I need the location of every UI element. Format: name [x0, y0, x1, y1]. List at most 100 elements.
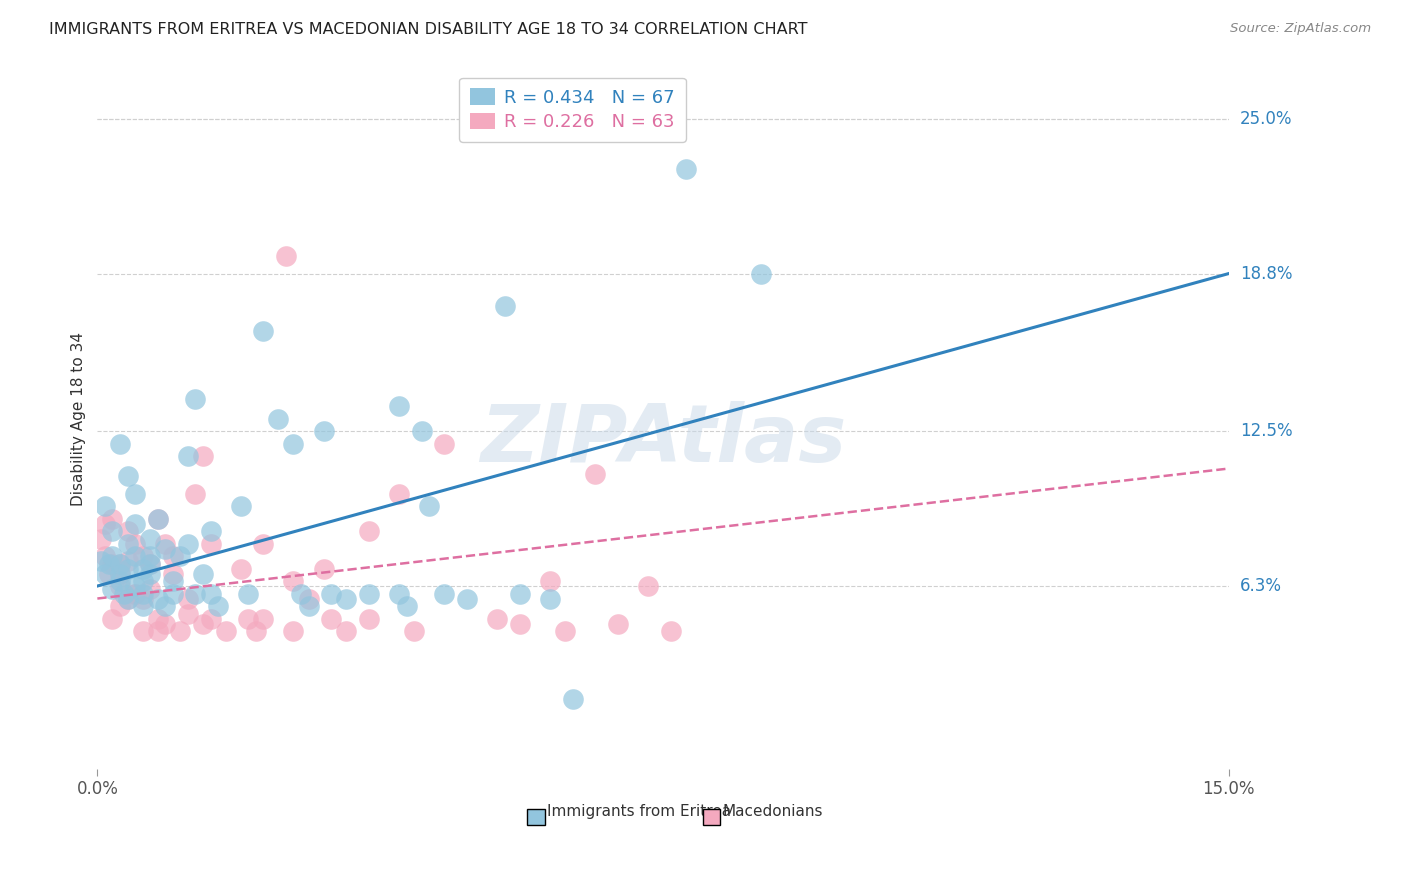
Point — [561, 691, 583, 706]
Point — [321, 586, 343, 600]
Point — [290, 586, 312, 600]
Point — [267, 411, 290, 425]
Point — [433, 436, 456, 450]
Point — [131, 586, 153, 600]
Point — [146, 611, 169, 625]
Point — [139, 549, 162, 563]
Point — [117, 554, 139, 568]
Point — [486, 611, 509, 625]
Point — [101, 549, 124, 563]
Point — [139, 566, 162, 581]
Point — [169, 624, 191, 638]
Point — [184, 586, 207, 600]
Text: Source: ZipAtlas.com: Source: ZipAtlas.com — [1230, 22, 1371, 36]
Text: 18.8%: 18.8% — [1240, 265, 1292, 283]
Point — [155, 616, 177, 631]
Point — [357, 586, 380, 600]
Point — [200, 536, 222, 550]
Text: ZIPAtlas: ZIPAtlas — [479, 401, 846, 478]
Point — [131, 549, 153, 563]
Point — [117, 524, 139, 538]
Point — [131, 624, 153, 638]
Point — [637, 579, 659, 593]
Text: Immigrants from Eritrea: Immigrants from Eritrea — [547, 804, 731, 819]
Point — [177, 591, 200, 606]
Point — [229, 561, 252, 575]
Point — [200, 524, 222, 538]
Point — [606, 616, 628, 631]
Point — [97, 566, 120, 581]
Point — [117, 536, 139, 550]
Point — [155, 541, 177, 556]
Point — [162, 574, 184, 588]
Point — [124, 549, 146, 563]
Point — [108, 566, 131, 581]
Point — [357, 611, 380, 625]
Point — [283, 436, 305, 450]
Point — [312, 561, 335, 575]
Point — [252, 536, 274, 550]
Point — [101, 511, 124, 525]
Point — [252, 611, 274, 625]
Point — [456, 591, 478, 606]
Point — [538, 574, 561, 588]
Point — [124, 586, 146, 600]
Point — [124, 579, 146, 593]
Point — [357, 524, 380, 538]
Point — [94, 499, 117, 513]
Point — [108, 557, 131, 571]
Point — [90, 532, 112, 546]
Point — [131, 561, 153, 575]
Point — [108, 557, 131, 571]
Point — [184, 392, 207, 406]
Point — [162, 566, 184, 581]
Point — [191, 566, 214, 581]
Point — [184, 486, 207, 500]
Point — [108, 579, 131, 593]
Point — [131, 574, 153, 588]
Point — [418, 499, 440, 513]
Point — [238, 586, 260, 600]
Point — [312, 424, 335, 438]
Point — [124, 516, 146, 531]
FancyBboxPatch shape — [527, 809, 544, 824]
Point — [404, 624, 426, 638]
Point — [155, 536, 177, 550]
Point — [252, 324, 274, 338]
Point — [238, 611, 260, 625]
Text: IMMIGRANTS FROM ERITREA VS MACEDONIAN DISABILITY AGE 18 TO 34 CORRELATION CHART: IMMIGRANTS FROM ERITREA VS MACEDONIAN DI… — [49, 22, 807, 37]
Point — [200, 586, 222, 600]
Point — [283, 574, 305, 588]
Y-axis label: Disability Age 18 to 34: Disability Age 18 to 34 — [72, 332, 86, 506]
Point — [112, 586, 135, 600]
Point — [433, 586, 456, 600]
Point — [101, 557, 124, 571]
Point — [124, 536, 146, 550]
Point — [200, 611, 222, 625]
Point — [509, 616, 531, 631]
Point — [90, 554, 112, 568]
Point — [146, 511, 169, 525]
Point — [117, 591, 139, 606]
Point — [108, 436, 131, 450]
Point — [177, 449, 200, 463]
Point — [749, 267, 772, 281]
Point — [169, 549, 191, 563]
Point — [494, 299, 516, 313]
Point — [659, 624, 682, 638]
Point — [274, 249, 297, 263]
Point — [101, 524, 124, 538]
Text: 25.0%: 25.0% — [1240, 110, 1292, 128]
Point — [117, 561, 139, 575]
Point — [297, 599, 319, 613]
Point — [117, 469, 139, 483]
Point — [321, 611, 343, 625]
Point — [283, 624, 305, 638]
Legend: R = 0.434   N = 67, R = 0.226   N = 63: R = 0.434 N = 67, R = 0.226 N = 63 — [460, 78, 686, 142]
Point — [139, 532, 162, 546]
Point — [388, 486, 411, 500]
Point — [108, 574, 131, 588]
Point — [583, 467, 606, 481]
Point — [124, 486, 146, 500]
Text: Macedonians: Macedonians — [723, 804, 823, 819]
